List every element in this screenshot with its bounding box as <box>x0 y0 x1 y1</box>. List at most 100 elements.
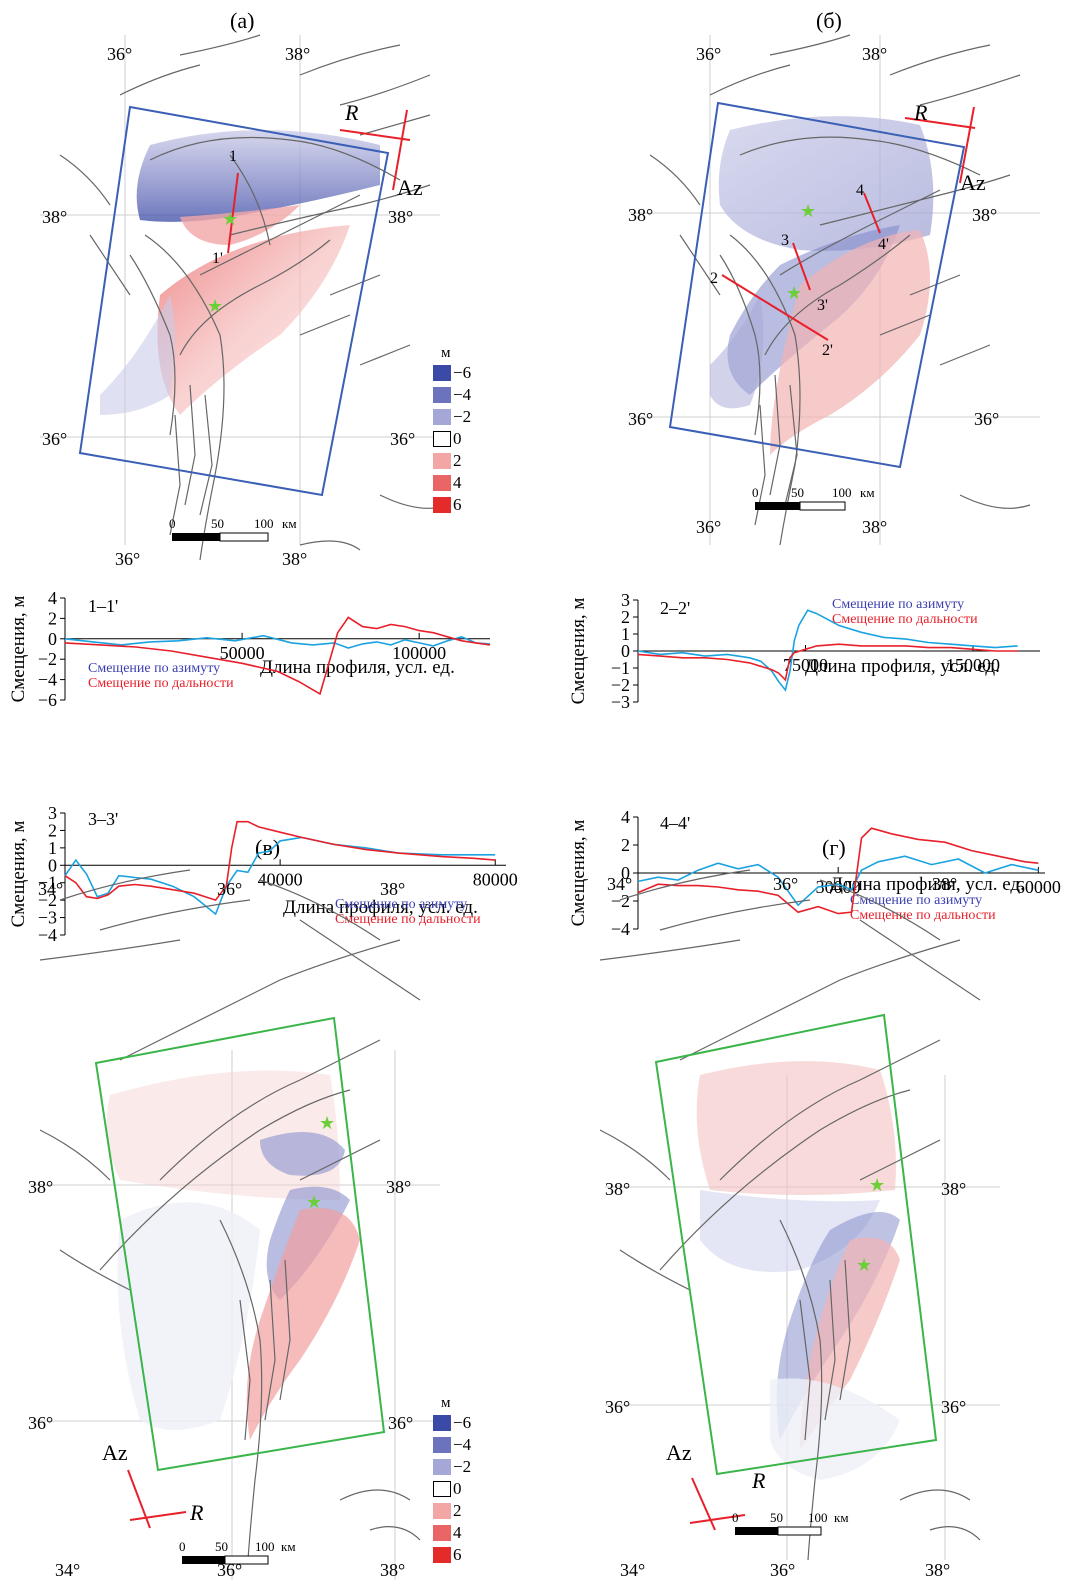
scale-tick: 0 <box>732 1510 739 1525</box>
map-a: R Az 1 1' ★ ★ 36° 38° 38° 38° 36° 36° 36… <box>40 34 451 569</box>
legend-unit: м <box>441 345 451 361</box>
scale-tick: 50 <box>215 1539 228 1554</box>
map-v-lon-label: 36° <box>217 879 242 899</box>
legend-entry: −4 <box>433 384 493 406</box>
y-tick-label: −1 <box>38 873 57 893</box>
x-axis-label: Длина профиля, усл. ед. <box>260 657 455 678</box>
map-g-lat-label: 36° <box>941 1397 966 1417</box>
legend-entry: 6 <box>433 494 493 516</box>
x-tick-label: 75000 <box>783 655 828 675</box>
epicenter-star-icon: ★ <box>319 1113 335 1133</box>
map-a-lon-label: 38° <box>282 549 307 569</box>
series-line <box>637 609 1018 692</box>
legend-swatch <box>433 1547 451 1563</box>
legend-label: Смещение по дальности <box>850 908 996 923</box>
map-b-lat-label: 36° <box>974 409 999 429</box>
y-tick-label: −2 <box>611 891 630 911</box>
legend-label: Смещение по дальности <box>832 612 978 627</box>
legend-swatch <box>433 475 451 491</box>
legend-label: 0 <box>453 429 462 448</box>
map-b: R Az 2 2' 3 3' 4 4' ★ ★ 36° 38° 38° 38° … <box>628 34 1040 546</box>
map-g-lon-label: 36° <box>773 874 798 894</box>
scale-unit: км <box>281 1539 296 1554</box>
map-v-lat-label: 38° <box>386 1177 411 1197</box>
map-v-lon-label: 38° <box>380 879 405 899</box>
map-a-Az-label: Az <box>397 175 423 200</box>
y-tick-label: −2 <box>611 675 630 695</box>
map-g-Az-label: Az <box>666 1440 692 1465</box>
map-v-lon-label: 38° <box>380 1560 405 1580</box>
x-axis-label: Длина профиля, усл. ед. <box>830 874 1025 895</box>
y-tick-label: −3 <box>611 692 630 712</box>
legend-label: −2 <box>453 407 472 426</box>
map-b-lon-label: 38° <box>862 517 887 537</box>
legend-entry: 0 <box>433 1478 493 1500</box>
legend-unit: м <box>441 1395 451 1411</box>
y-tick-label: 2 <box>621 607 630 627</box>
legend-label: −6 <box>453 363 472 382</box>
legend-entry: 4 <box>433 1522 493 1544</box>
y-tick-label: 1 <box>48 838 57 858</box>
epicenter-star-icon: ★ <box>306 1192 322 1212</box>
map-b-lat-label: 38° <box>628 205 653 225</box>
legend-swatch <box>433 387 451 403</box>
epicenter-star-icon: ★ <box>856 1255 872 1275</box>
map-g-lon-label: 36° <box>770 1560 795 1580</box>
legend-entry: −2 <box>433 406 493 428</box>
y-tick-label: 4 <box>48 588 57 608</box>
series-line <box>64 616 491 696</box>
scale-tick: 50 <box>791 485 804 500</box>
map-v-lat-label: 36° <box>28 1413 53 1433</box>
y-axis-label: Смещения, м <box>568 598 589 705</box>
legend-swatch <box>433 409 451 425</box>
legend-swatch <box>433 1481 451 1497</box>
series-line <box>64 634 491 649</box>
legend-label: 6 <box>453 495 462 514</box>
map-a-R-label: R <box>344 100 359 125</box>
legend-label: 4 <box>453 1523 462 1542</box>
map-v-lon-label: 34° <box>55 1560 80 1580</box>
legend-swatch <box>433 1437 451 1453</box>
legend-swatch <box>433 1525 451 1541</box>
y-tick-label: −4 <box>611 919 630 939</box>
legend-label: −6 <box>453 1413 472 1432</box>
y-tick-label: 0 <box>621 863 630 883</box>
y-tick-label: −2 <box>38 649 57 669</box>
legend-entry: 4 <box>433 472 493 494</box>
map-a-lon-label: 38° <box>285 44 310 64</box>
map-a-lon-label: 36° <box>107 44 132 64</box>
scale-tick: 100 <box>808 1510 828 1525</box>
y-tick-label: 2 <box>621 835 630 855</box>
map-a-lat-label: 36° <box>42 429 67 449</box>
scale-tick: 0 <box>179 1539 186 1554</box>
y-tick-label: 2 <box>48 608 57 628</box>
legend-v: м −6 −4 −2 0 2 4 6 <box>433 1395 493 1566</box>
scale-unit: км <box>282 516 297 531</box>
legend-label: 6 <box>453 1545 462 1564</box>
series-line <box>637 643 1018 682</box>
series-line <box>64 836 496 916</box>
y-tick-label: −3 <box>38 908 57 928</box>
y-tick-label: 0 <box>621 641 630 661</box>
legend-label: 2 <box>453 1501 462 1520</box>
legend-entry: 0 <box>433 428 493 450</box>
legend-swatch <box>433 1503 451 1519</box>
legend-label: Смещение по азимуту <box>850 893 982 908</box>
profile-label-1p: 1' <box>212 250 223 267</box>
y-axis-label: Смещения, м <box>568 820 589 927</box>
epicenter-star-icon: ★ <box>222 209 238 229</box>
legend-entry: −6 <box>433 362 493 384</box>
map-g-lon-label: 38° <box>932 874 957 894</box>
map-v-lat-label: 38° <box>28 1177 53 1197</box>
map-v-lon-label: 36° <box>217 1560 242 1580</box>
legend-label: Смещение по азимуту <box>335 897 467 912</box>
legend-swatch <box>433 1459 451 1475</box>
legend-swatch <box>433 497 451 513</box>
scale-tick: 0 <box>752 485 759 500</box>
scale-tick: 100 <box>255 1539 275 1554</box>
map-b-lat-label: 36° <box>628 409 653 429</box>
legend-entry: −2 <box>433 1456 493 1478</box>
y-tick-label: 3 <box>48 803 57 823</box>
